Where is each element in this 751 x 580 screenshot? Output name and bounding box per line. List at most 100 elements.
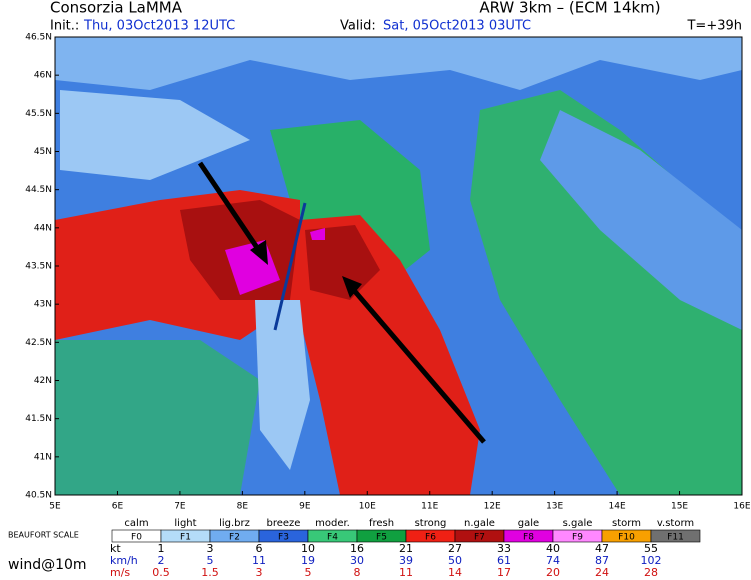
init-label: Init.: bbox=[50, 19, 79, 34]
legend: BEAUFORT SCALE wind@10m calm F0 light F1 lig… bbox=[8, 518, 701, 579]
threshold-value: 5 bbox=[305, 566, 312, 579]
threshold-value: 6 bbox=[256, 542, 263, 555]
class-name: moder. bbox=[315, 518, 350, 529]
class-force: F1 bbox=[180, 533, 191, 543]
threshold-value: 8 bbox=[354, 566, 361, 579]
threshold-value: 14 bbox=[448, 566, 462, 579]
lon-tick-label: 8E bbox=[237, 502, 249, 512]
threshold-value: 47 bbox=[595, 542, 609, 555]
threshold-value: 20 bbox=[546, 566, 560, 579]
ligurian-green bbox=[270, 120, 430, 290]
lat-tick-label: 42.5N bbox=[25, 338, 52, 348]
class-name: storm bbox=[612, 518, 641, 529]
valid-label: Valid: bbox=[340, 19, 376, 34]
class-name: light bbox=[174, 518, 196, 529]
threshold-value: 3 bbox=[256, 566, 263, 579]
threshold-value: 39 bbox=[399, 554, 413, 567]
class-force: F4 bbox=[327, 533, 338, 543]
arrow-se bbox=[350, 286, 486, 444]
init-value: Thu, 03Oct2013 12UTC bbox=[83, 19, 235, 34]
threshold-value: 11 bbox=[399, 566, 413, 579]
threshold-value: 87 bbox=[595, 554, 609, 567]
valid-value: Sat, 05Oct2013 03UTC bbox=[383, 19, 531, 34]
class-name: lig.brz bbox=[219, 518, 250, 529]
threshold-value: 28 bbox=[644, 566, 658, 579]
lat-tick-label: 45N bbox=[34, 147, 52, 157]
threshold-value: 16 bbox=[350, 542, 364, 555]
class-force: F8 bbox=[523, 533, 534, 543]
lon-tick-label: 16E bbox=[733, 502, 750, 512]
lon-tick-label: 5E bbox=[49, 502, 61, 512]
arrow-head-se bbox=[342, 276, 362, 298]
unit-label: km/h bbox=[110, 554, 138, 567]
class-force: F3 bbox=[278, 533, 289, 543]
threshold-value: 33 bbox=[497, 542, 511, 555]
threshold-value: 11 bbox=[252, 554, 266, 567]
threshold-value: 0.5 bbox=[152, 566, 170, 579]
unit-label: kt bbox=[110, 542, 121, 555]
arrow-nw bbox=[197, 161, 265, 257]
annotation-arrows bbox=[197, 161, 486, 444]
class-name: fresh bbox=[369, 518, 394, 529]
threshold-value: 50 bbox=[448, 554, 462, 567]
lat-tick-label: 40.5N bbox=[25, 491, 52, 501]
lon-tick-label: 15E bbox=[671, 502, 688, 512]
lon-tick-label: 12E bbox=[484, 502, 501, 512]
class-name: breeze bbox=[267, 518, 301, 529]
class-force: F5 bbox=[376, 533, 387, 543]
gale-core-east bbox=[305, 225, 380, 300]
lon-tick-label: 10E bbox=[359, 502, 376, 512]
class-force: F6 bbox=[425, 533, 436, 543]
sea-green-west bbox=[55, 340, 260, 495]
class-force: F10 bbox=[618, 533, 635, 543]
lon-tick-label: 9E bbox=[299, 502, 311, 512]
left-title: Consorzia LaMMA bbox=[50, 0, 183, 17]
class-swatch bbox=[650, 529, 701, 543]
threshold-value: 55 bbox=[644, 542, 658, 555]
class-force: F9 bbox=[572, 533, 583, 543]
lat-tick-label: 41N bbox=[34, 452, 52, 462]
class-force: F11 bbox=[667, 533, 684, 543]
threshold-value: 1.5 bbox=[201, 566, 219, 579]
variable-label: wind@10m bbox=[8, 557, 87, 573]
class-name: s.gale bbox=[563, 518, 593, 529]
lat-tick-label: 45.5N bbox=[25, 109, 52, 119]
apennines-blue bbox=[540, 110, 742, 330]
threshold-value: 61 bbox=[497, 554, 511, 567]
threshold-value: 19 bbox=[301, 554, 315, 567]
threshold-value: 30 bbox=[350, 554, 364, 567]
forecast-step: T=+39h bbox=[686, 19, 742, 34]
front-line bbox=[273, 202, 307, 331]
lon-tick-label: 13E bbox=[546, 502, 563, 512]
lat-tick-label: 42N bbox=[34, 376, 52, 386]
lat-tick-label: 43.5N bbox=[25, 262, 52, 272]
lon-tick-label: 11E bbox=[421, 502, 438, 512]
lat-tick-label: 44.5N bbox=[25, 185, 52, 195]
threshold-value: 1 bbox=[158, 542, 165, 555]
lat-tick-label: 43N bbox=[34, 300, 52, 310]
lon-tick-label: 7E bbox=[174, 502, 186, 512]
threshold-value: 40 bbox=[546, 542, 560, 555]
po-light bbox=[60, 90, 250, 180]
threshold-value: 5 bbox=[207, 554, 214, 567]
unit-label: m/s bbox=[110, 566, 130, 579]
class-name: calm bbox=[124, 518, 148, 529]
threshold-value: 102 bbox=[641, 554, 662, 567]
lat-tick-label: 44N bbox=[34, 223, 52, 233]
class-force: F7 bbox=[474, 533, 485, 543]
threshold-value: 74 bbox=[546, 554, 560, 567]
arrow-head-nw bbox=[250, 240, 268, 265]
threshold-value: 3 bbox=[207, 542, 214, 555]
class-name: gale bbox=[518, 518, 539, 529]
class-name: strong bbox=[415, 518, 447, 529]
class-name: v.storm bbox=[657, 518, 694, 529]
class-force: F2 bbox=[229, 533, 240, 543]
class-force: F0 bbox=[131, 533, 142, 543]
gale-peak-east bbox=[310, 228, 325, 240]
threshold-value: 10 bbox=[301, 542, 315, 555]
class-name: n.gale bbox=[464, 518, 495, 529]
threshold-value: 2 bbox=[158, 554, 165, 567]
lat-tick-label: 46N bbox=[34, 71, 52, 81]
corsica-light bbox=[255, 300, 310, 470]
alps-light bbox=[55, 37, 742, 90]
